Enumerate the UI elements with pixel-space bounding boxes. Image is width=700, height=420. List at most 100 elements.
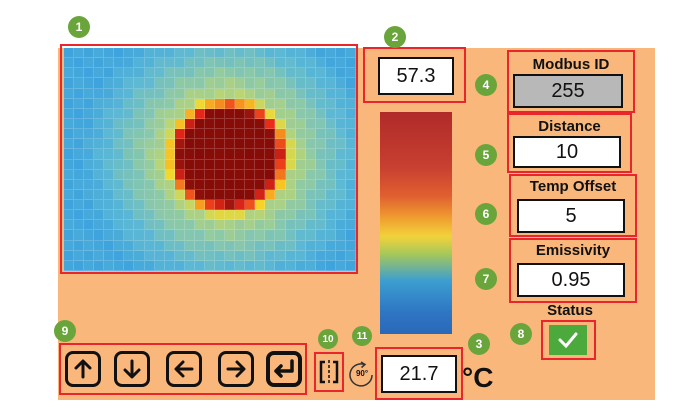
heatmap-cell xyxy=(225,260,236,271)
heatmap-cell xyxy=(225,98,236,109)
heatmap-cell xyxy=(154,108,165,119)
heatmap-cell xyxy=(275,200,286,211)
heatmap-cell xyxy=(174,149,185,160)
heatmap-cell xyxy=(215,210,226,221)
heatmap-cell xyxy=(335,108,346,119)
rotate-button[interactable]: 90° xyxy=(347,361,377,389)
heatmap-cell xyxy=(164,68,175,79)
heatmap-cell xyxy=(225,58,236,69)
heatmap-cell xyxy=(215,230,226,241)
heatmap-cell xyxy=(275,189,286,201)
heatmap-cell xyxy=(345,250,356,261)
heatmap-cell xyxy=(194,179,205,190)
heatmap-cell xyxy=(194,149,205,160)
navigation-keys-highlight xyxy=(59,343,307,395)
heatmap-cell xyxy=(325,179,336,190)
heatmap-cell xyxy=(295,78,306,89)
heatmap-cell xyxy=(104,179,115,190)
heatmap-cell xyxy=(74,220,85,231)
heatmap-cell xyxy=(124,98,135,109)
heatmap-cell xyxy=(154,189,165,201)
heatmap-cell xyxy=(325,129,336,140)
heatmap-cell xyxy=(325,250,336,261)
heatmap-cell xyxy=(144,108,155,119)
heatmap-cell xyxy=(235,250,246,261)
heatmap-cell xyxy=(154,149,165,160)
heatmap-cell xyxy=(164,250,175,261)
down-button[interactable] xyxy=(114,351,150,387)
heatmap-cell xyxy=(104,200,115,211)
temp-offset-field[interactable]: 5 xyxy=(517,199,625,233)
heatmap-cell xyxy=(305,200,316,211)
heatmap-cell xyxy=(114,230,125,241)
heatmap-cell xyxy=(134,58,145,69)
emissivity-field[interactable]: 0.95 xyxy=(517,263,625,297)
heatmap-cell xyxy=(215,189,226,201)
heatmap-cell xyxy=(124,260,135,271)
heatmap-cell xyxy=(154,220,165,231)
heatmap-cell xyxy=(104,210,115,221)
heatmap-cell xyxy=(134,230,145,241)
up-button[interactable] xyxy=(65,351,101,387)
mirror-button[interactable] xyxy=(317,356,341,388)
heatmap-cell xyxy=(225,108,236,119)
heatmap-cell xyxy=(265,129,276,140)
heatmap-cell xyxy=(154,129,165,140)
heatmap-cell xyxy=(194,200,205,211)
enter-button[interactable] xyxy=(266,351,302,387)
heatmap-cell xyxy=(114,108,125,119)
distance-field[interactable]: 10 xyxy=(513,136,621,168)
heatmap-cell xyxy=(104,250,115,261)
heatmap-cell xyxy=(74,240,85,251)
heatmap-cell xyxy=(184,200,195,211)
thermal-image xyxy=(64,48,356,271)
heatmap-cell xyxy=(194,169,205,180)
heatmap-cell xyxy=(184,240,195,251)
heatmap-cell xyxy=(164,260,175,271)
heatmap-cell xyxy=(285,88,296,99)
heatmap-cell xyxy=(174,179,185,190)
heatmap-cell xyxy=(114,220,125,231)
heatmap-cell xyxy=(184,108,195,119)
right-button[interactable] xyxy=(218,351,254,387)
thermal-image-highlight xyxy=(60,44,358,274)
heatmap-cell xyxy=(174,108,185,119)
heatmap-cell xyxy=(305,210,316,221)
heatmap-cell xyxy=(225,118,236,130)
heatmap-cell xyxy=(285,169,296,180)
heatmap-cell xyxy=(255,98,266,109)
heatmap-cell xyxy=(295,88,306,99)
enter-icon xyxy=(274,359,294,378)
heatmap-cell xyxy=(94,58,105,69)
arrow-right-icon xyxy=(226,360,246,378)
heatmap-cell xyxy=(295,159,306,170)
heatmap-cell xyxy=(265,260,276,271)
heatmap-cell xyxy=(285,240,296,251)
heatmap-cell xyxy=(184,179,195,190)
heatmap-cell xyxy=(174,240,185,251)
heatmap-cell xyxy=(74,78,85,89)
heatmap-cell xyxy=(114,78,125,89)
left-button[interactable] xyxy=(166,351,202,387)
heatmap-cell xyxy=(225,230,236,241)
heatmap-cell xyxy=(144,220,155,231)
heatmap-cell xyxy=(124,118,135,130)
heatmap-cell xyxy=(305,230,316,241)
heatmap-cell xyxy=(194,68,205,79)
heatmap-cell xyxy=(84,169,95,180)
heatmap-cell xyxy=(124,139,135,150)
heatmap-cell xyxy=(225,220,236,231)
heatmap-cell xyxy=(94,98,105,109)
heatmap-cell xyxy=(114,159,125,170)
heatmap-cell xyxy=(265,189,276,201)
heatmap-cell xyxy=(154,250,165,261)
heatmap-cell xyxy=(285,98,296,109)
heatmap-cell xyxy=(335,159,346,170)
heatmap-cell xyxy=(64,78,75,89)
heatmap-cell xyxy=(305,108,316,119)
heatmap-cell xyxy=(285,260,296,271)
callout-5: 5 xyxy=(475,144,497,166)
heatmap-cell xyxy=(245,58,256,69)
heatmap-cell xyxy=(255,230,266,241)
heatmap-cell xyxy=(235,68,246,79)
